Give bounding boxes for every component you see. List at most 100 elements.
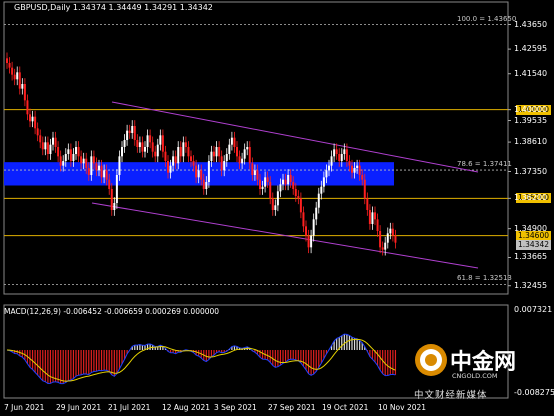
- candle-body: [197, 170, 200, 178]
- candle-body: [187, 147, 190, 157]
- candle-body: [320, 186, 323, 194]
- price-axis-label: 1.38610: [514, 137, 548, 147]
- candle-body: [381, 247, 384, 250]
- price-axis-label: 1.34900: [514, 223, 548, 233]
- candle-body: [246, 147, 249, 150]
- candle-body: [179, 147, 182, 157]
- candle-body: [294, 189, 297, 196]
- candle-body: [103, 170, 106, 178]
- candle-body: [41, 142, 44, 150]
- horizontal-levels: [4, 24, 508, 285]
- candle-body: [335, 149, 338, 154]
- candle-body: [236, 147, 238, 157]
- candle-body: [284, 179, 287, 185]
- candle-body: [351, 165, 353, 173]
- candle-body: [23, 84, 26, 101]
- candle-body: [264, 177, 267, 187]
- candle-body: [115, 175, 118, 203]
- candle-body: [151, 142, 154, 152]
- candle-body: [39, 135, 42, 143]
- candle-body: [98, 165, 100, 171]
- candle-body: [52, 137, 54, 145]
- channel-lower-line: [91, 202, 479, 269]
- candle-body: [325, 170, 328, 178]
- candle-body: [384, 242, 387, 250]
- watermark-brand: 中金网: [450, 350, 517, 375]
- candle-body: [207, 161, 210, 182]
- level-price-tag: 1.34600: [515, 230, 551, 241]
- candle-body: [389, 228, 392, 234]
- candle-body: [307, 235, 310, 248]
- candle-body: [154, 151, 157, 157]
- candle-body: [167, 161, 169, 173]
- candle-body: [29, 114, 31, 122]
- candle-body: [62, 161, 65, 166]
- price-axis-label: 1.40000: [514, 104, 548, 114]
- candle-body: [348, 161, 351, 166]
- candle-body: [282, 179, 284, 185]
- candle-body: [75, 147, 77, 154]
- candle-body: [274, 205, 277, 210]
- candle-body: [149, 135, 152, 143]
- candle-body: [133, 126, 136, 140]
- candle-body: [330, 156, 333, 166]
- candle-body: [87, 168, 90, 175]
- price-axis-label: 1.37350: [514, 166, 548, 176]
- time-axis-label: 27 Sep 2021: [268, 403, 316, 412]
- candle-body: [287, 175, 290, 185]
- price-axis-label: 1.39535: [514, 115, 548, 125]
- candle-body: [190, 156, 192, 161]
- candle-body: [376, 219, 379, 231]
- candle-body: [343, 149, 346, 154]
- candle-body: [299, 198, 302, 213]
- candle-body: [317, 193, 320, 208]
- candle-body: [105, 170, 108, 180]
- candle-body: [328, 165, 330, 171]
- candle-body: [276, 191, 279, 206]
- candle-body: [305, 226, 307, 236]
- candle-body: [121, 147, 123, 157]
- candle-body: [57, 147, 60, 157]
- fib-level-label: 100.0 = 1.43650: [457, 14, 517, 23]
- candle-body: [82, 158, 85, 164]
- time-axis-label: 21 Jul 2021: [108, 403, 151, 412]
- candle-body: [368, 210, 371, 224]
- candle-body: [177, 147, 180, 164]
- candle-body: [345, 149, 348, 161]
- candle-body: [205, 182, 208, 189]
- candle-body: [233, 137, 236, 147]
- candle-body: [16, 72, 19, 80]
- candle-body: [386, 233, 389, 243]
- candle-body: [269, 182, 272, 199]
- candle-body: [195, 165, 198, 178]
- candle-body: [361, 175, 364, 180]
- candle-body: [136, 140, 139, 147]
- candle-body: [312, 219, 315, 236]
- candle-body: [192, 161, 195, 166]
- candle-body: [49, 144, 52, 154]
- cngold-watermark: 中金网 CNGOLD.COM 中文财经新媒体: [412, 340, 552, 406]
- candle-body: [220, 156, 223, 171]
- chart-frame: [3, 1, 511, 399]
- candle-body: [100, 165, 103, 178]
- candle-body: [11, 67, 14, 75]
- level-price-tag: 1.36200: [515, 193, 551, 204]
- candlesticks: [6, 52, 397, 256]
- candle-body: [210, 151, 213, 161]
- candle-body: [379, 231, 382, 248]
- candle-body: [161, 135, 164, 152]
- level-price-tag: 1.40000: [515, 104, 551, 115]
- candle-body: [138, 142, 141, 147]
- candle-body: [144, 147, 146, 152]
- candle-body: [243, 149, 246, 159]
- candle-body: [218, 147, 221, 157]
- candle-body: [118, 156, 121, 175]
- candle-body: [18, 72, 21, 89]
- candle-body: [223, 161, 226, 171]
- candle-body: [302, 212, 305, 227]
- candle-body: [230, 137, 233, 145]
- candle-body: [146, 135, 149, 147]
- candle-body: [322, 177, 325, 187]
- candle-body: [340, 154, 343, 161]
